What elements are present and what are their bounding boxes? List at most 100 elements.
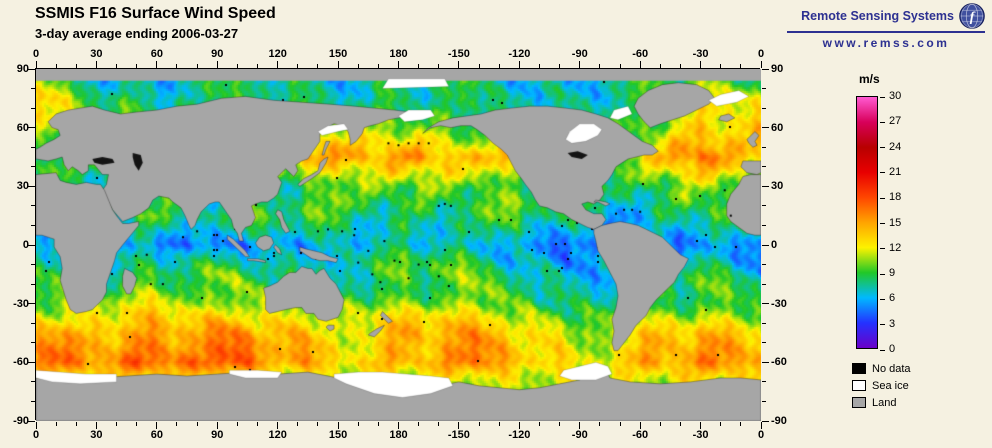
lon-axis-label-bottom: 90 bbox=[211, 429, 224, 441]
lon-minor-tick-bottom bbox=[498, 422, 500, 426]
colorbar-tick-label: 9 bbox=[889, 267, 896, 280]
lon-minor-tick-bottom bbox=[116, 422, 118, 426]
lon-minor-tick-top bbox=[659, 64, 661, 68]
lon-axis-label-top: 0 bbox=[757, 48, 765, 60]
lon-minor-tick-bottom bbox=[136, 422, 138, 426]
page-title: SSMIS F16 Surface Wind Speed bbox=[35, 5, 276, 22]
lat-minor-tick-left bbox=[31, 166, 35, 168]
lon-minor-tick-top bbox=[438, 64, 440, 68]
legend-item: No data bbox=[852, 360, 911, 377]
lon-axis-label-top: 30 bbox=[90, 48, 103, 60]
lon-major-tick-top bbox=[398, 61, 399, 68]
lat-minor-tick-left bbox=[31, 264, 35, 266]
lon-minor-tick-bottom bbox=[720, 422, 722, 426]
lon-axis-label-bottom: 0 bbox=[757, 429, 765, 441]
lat-major-tick-right bbox=[762, 361, 769, 363]
lon-minor-tick-top bbox=[236, 64, 238, 68]
lat-axis-label-right: -90 bbox=[771, 415, 787, 427]
lat-minor-tick-right bbox=[762, 381, 766, 383]
lon-minor-tick-top bbox=[75, 64, 77, 68]
lat-major-tick-right bbox=[762, 68, 769, 70]
lon-major-tick-top bbox=[216, 61, 218, 68]
colorbar-tick-label: 0 bbox=[889, 343, 896, 355]
lon-axis-label-bottom: 0 bbox=[32, 429, 40, 441]
legend-label: Land bbox=[872, 396, 897, 409]
lat-major-tick-right bbox=[762, 244, 769, 246]
page-subtitle: 3-day average ending 2006-03-27 bbox=[35, 26, 239, 41]
lat-minor-tick-left bbox=[31, 342, 35, 344]
lon-minor-tick-top bbox=[740, 64, 742, 68]
lat-minor-tick-left bbox=[31, 400, 35, 402]
lon-axis-label-top: 120 bbox=[268, 48, 287, 60]
colorbar-tick-label: 21 bbox=[889, 165, 902, 178]
colorbar-tick bbox=[880, 121, 885, 123]
lon-major-tick-top bbox=[700, 61, 702, 68]
lon-major-tick-bottom bbox=[398, 422, 399, 429]
lat-axis-label-left: 90 bbox=[16, 63, 29, 75]
lat-minor-tick-left bbox=[31, 205, 35, 207]
colorbar-gradient bbox=[856, 96, 878, 349]
lon-minor-tick-top bbox=[720, 64, 722, 68]
lon-minor-tick-top bbox=[136, 64, 138, 68]
lon-minor-tick-top bbox=[55, 64, 57, 68]
lon-major-tick-bottom bbox=[277, 422, 279, 429]
lon-minor-tick-top bbox=[418, 64, 420, 68]
legend-item: Sea ice bbox=[852, 377, 911, 394]
legend-item: Land bbox=[852, 394, 911, 411]
lon-axis-label-top: 180 bbox=[389, 48, 408, 60]
lat-axis-label-left: 30 bbox=[16, 180, 29, 193]
lat-minor-tick-right bbox=[762, 224, 766, 226]
legend-swatch-sea-ice bbox=[852, 380, 866, 391]
lon-minor-tick-top bbox=[196, 64, 198, 68]
lat-minor-tick-right bbox=[762, 88, 766, 90]
lon-minor-tick-bottom bbox=[75, 422, 77, 426]
lat-minor-tick-right bbox=[762, 342, 766, 344]
lon-axis-label-bottom: 180 bbox=[389, 429, 408, 441]
lon-minor-tick-top bbox=[176, 64, 178, 68]
brand-divider bbox=[787, 31, 985, 33]
lon-axis-label-bottom: -150 bbox=[447, 429, 470, 441]
lon-major-tick-top bbox=[579, 61, 581, 68]
lon-minor-tick-top bbox=[297, 64, 299, 68]
colorbar-tick-label: 30 bbox=[889, 90, 902, 102]
legend-swatch-no-data bbox=[852, 363, 866, 374]
lon-axis-label-bottom: 60 bbox=[150, 429, 163, 441]
lon-minor-tick-top bbox=[478, 64, 480, 68]
lat-axis-label-left: -30 bbox=[13, 297, 29, 310]
lon-major-tick-bottom bbox=[95, 422, 97, 429]
lon-major-tick-bottom bbox=[156, 422, 158, 429]
lon-minor-tick-bottom bbox=[538, 422, 540, 426]
brand-url-link[interactable]: www.remss.com bbox=[822, 36, 950, 50]
lat-minor-tick-right bbox=[762, 283, 766, 285]
lon-minor-tick-bottom bbox=[619, 422, 621, 426]
lon-major-tick-top bbox=[639, 61, 641, 68]
colorbar-tick bbox=[880, 96, 885, 98]
lat-minor-tick-left bbox=[31, 146, 35, 148]
colorbar-tick-label: 27 bbox=[889, 115, 902, 128]
lat-major-tick-right bbox=[762, 185, 769, 187]
branding-block: Remote Sensing Systems f www.remss.com bbox=[787, 3, 985, 50]
lat-minor-tick-left bbox=[31, 224, 35, 226]
lon-major-tick-bottom bbox=[216, 422, 218, 429]
lon-major-tick-bottom bbox=[760, 422, 762, 429]
lon-minor-tick-bottom bbox=[659, 422, 661, 426]
legend-label: Sea ice bbox=[872, 379, 909, 392]
lon-minor-tick-bottom bbox=[317, 422, 319, 426]
colorbar-tick bbox=[880, 298, 885, 300]
colorbar-tick bbox=[880, 273, 885, 275]
colorbar-tick-label: 15 bbox=[889, 216, 902, 229]
lon-minor-tick-top bbox=[317, 64, 319, 68]
lon-major-tick-top bbox=[35, 61, 37, 68]
lat-major-tick-right bbox=[762, 420, 769, 422]
lon-axis-label-top: 60 bbox=[150, 48, 163, 60]
svg-text:f: f bbox=[970, 9, 976, 24]
lon-major-tick-top bbox=[518, 61, 520, 68]
lon-minor-tick-bottom bbox=[438, 422, 440, 426]
lat-major-tick-left bbox=[28, 303, 35, 305]
lat-minor-tick-right bbox=[762, 264, 766, 266]
lon-minor-tick-bottom bbox=[418, 422, 420, 426]
lat-minor-tick-right bbox=[762, 205, 766, 207]
lon-major-tick-bottom bbox=[579, 422, 581, 429]
lon-axis-label-top: 150 bbox=[328, 48, 348, 60]
